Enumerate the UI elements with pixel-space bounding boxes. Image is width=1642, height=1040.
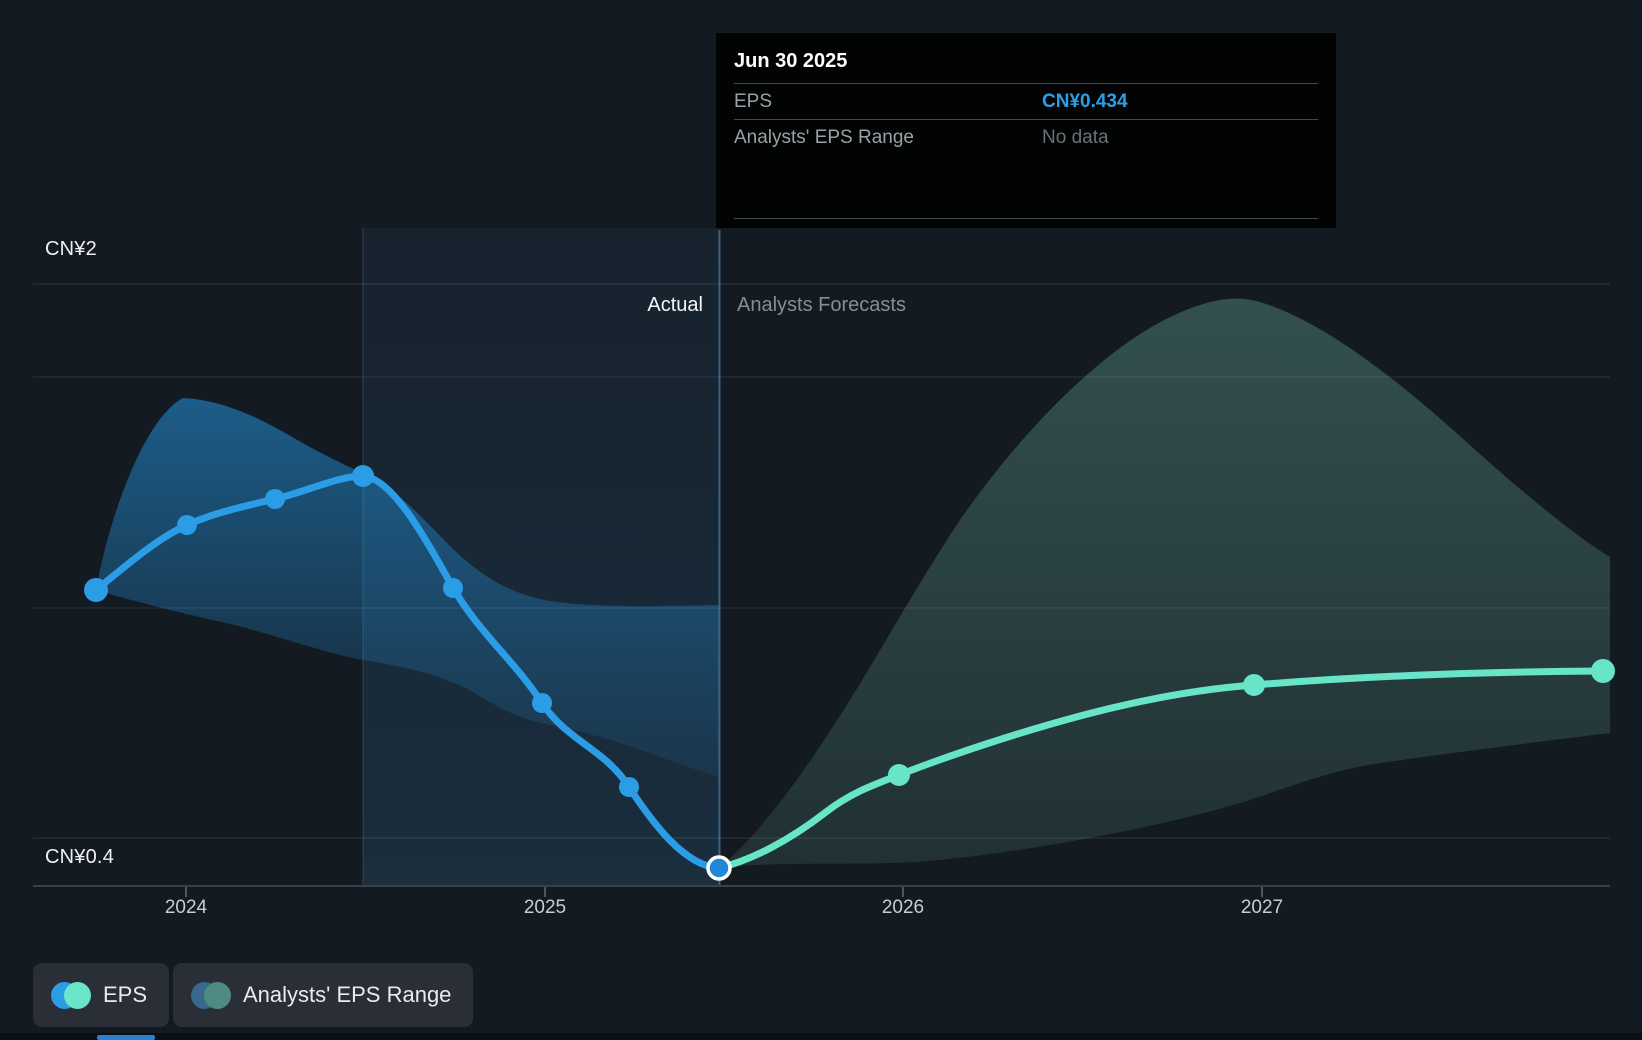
forecast-endpoint-marker[interactable] [1591, 659, 1615, 683]
tooltip-range-value: No data [1042, 127, 1109, 148]
x-axis-label-2024: 2024 [164, 897, 208, 918]
chart-legend: EPS Analysts' EPS Range [0, 963, 1642, 1027]
tooltip-row-eps: EPS CN¥0.434 [716, 84, 1336, 119]
forecast-point-2026-12[interactable] [1243, 674, 1265, 696]
x-axis-label-2026: 2026 [881, 897, 925, 918]
tooltip-divider [734, 119, 1318, 120]
x-axis-label-2025: 2025 [523, 897, 567, 918]
section-label-actual: Actual [647, 294, 703, 316]
chart-tooltip: Jun 30 2025 EPS CN¥0.434 Analysts' EPS R… [716, 33, 1336, 228]
historical-range-band [96, 398, 719, 777]
tooltip-eps-value: CN¥0.434 [1042, 91, 1128, 112]
y-axis-label-bottom: CN¥0.4 [45, 846, 115, 868]
highlighted-point-2025-06[interactable] [706, 855, 732, 881]
eps-forecast-line [715, 667, 1606, 872]
eps-point-2024-06[interactable] [352, 465, 374, 487]
tooltip-range-label: Analysts' EPS Range [734, 127, 914, 148]
tooltip-divider [734, 218, 1318, 219]
range-legend-dots-icon [191, 981, 231, 1009]
bottom-edge-accent [97, 1035, 155, 1040]
tooltip-divider [734, 83, 1318, 84]
eps-point-2024-03[interactable] [265, 489, 285, 509]
legend-item-analysts-eps-range[interactable]: Analysts' EPS Range [173, 963, 474, 1027]
legend-eps-label: EPS [103, 982, 148, 1007]
forecast-range-band [719, 298, 1610, 869]
forecast-point-2025-12[interactable] [888, 764, 910, 786]
legend-range-label: Analysts' EPS Range [243, 982, 452, 1007]
bottom-edge-strip [0, 1033, 1642, 1040]
legend-item-eps[interactable]: EPS [33, 963, 170, 1027]
x-axis-label-2027: 2027 [1240, 897, 1284, 918]
section-label-forecasts: Analysts Forecasts [737, 294, 906, 316]
tooltip-row-range: Analysts' EPS Range No data [716, 120, 1336, 155]
eps-point-2024-12[interactable] [532, 693, 552, 713]
tooltip-date: Jun 30 2025 [734, 50, 848, 72]
eps-legend-dots-icon [51, 981, 91, 1009]
eps-point-2023-12[interactable] [177, 515, 197, 535]
eps-point-2025-03[interactable] [619, 777, 639, 797]
y-axis-label-top: CN¥2 [45, 238, 97, 260]
eps-point-2023-09[interactable] [84, 578, 108, 602]
tooltip-eps-label: EPS [734, 91, 773, 112]
eps-point-2024-09[interactable] [443, 578, 463, 598]
